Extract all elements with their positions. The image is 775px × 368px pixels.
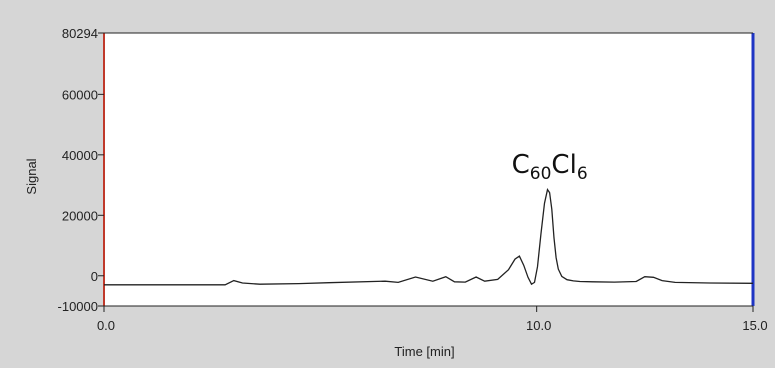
- y-tick-label: 20000: [62, 208, 98, 223]
- x-tick-label: 15.0: [742, 318, 767, 333]
- y-axis-title: Signal: [24, 158, 39, 194]
- y-tick-label: 0: [91, 269, 98, 284]
- annotation-middle: Cl: [551, 150, 576, 180]
- series-line: [104, 188, 754, 286]
- x-axis-title: Time [min]: [394, 344, 454, 359]
- y-tick-label: 60000: [62, 87, 98, 102]
- x-tick-label: 0.0: [97, 318, 115, 333]
- y-axis-ticks: 80294 60000 40000 20000 0 -10000: [58, 26, 104, 314]
- peak-annotation: C60Cl6: [512, 150, 588, 184]
- y-tick-label: 80294: [62, 26, 98, 41]
- x-axis-ticks: 0.0 10.0 15.0: [97, 306, 768, 333]
- annotation-subscript-2: 6: [577, 164, 588, 184]
- annotation-subscript-1: 60: [530, 164, 552, 184]
- y-tick-label: -10000: [58, 299, 98, 314]
- annotation-base: C: [512, 150, 530, 180]
- y-tick-label: 40000: [62, 148, 98, 163]
- x-tick-label: 10.0: [526, 318, 551, 333]
- plot-area: [104, 33, 753, 306]
